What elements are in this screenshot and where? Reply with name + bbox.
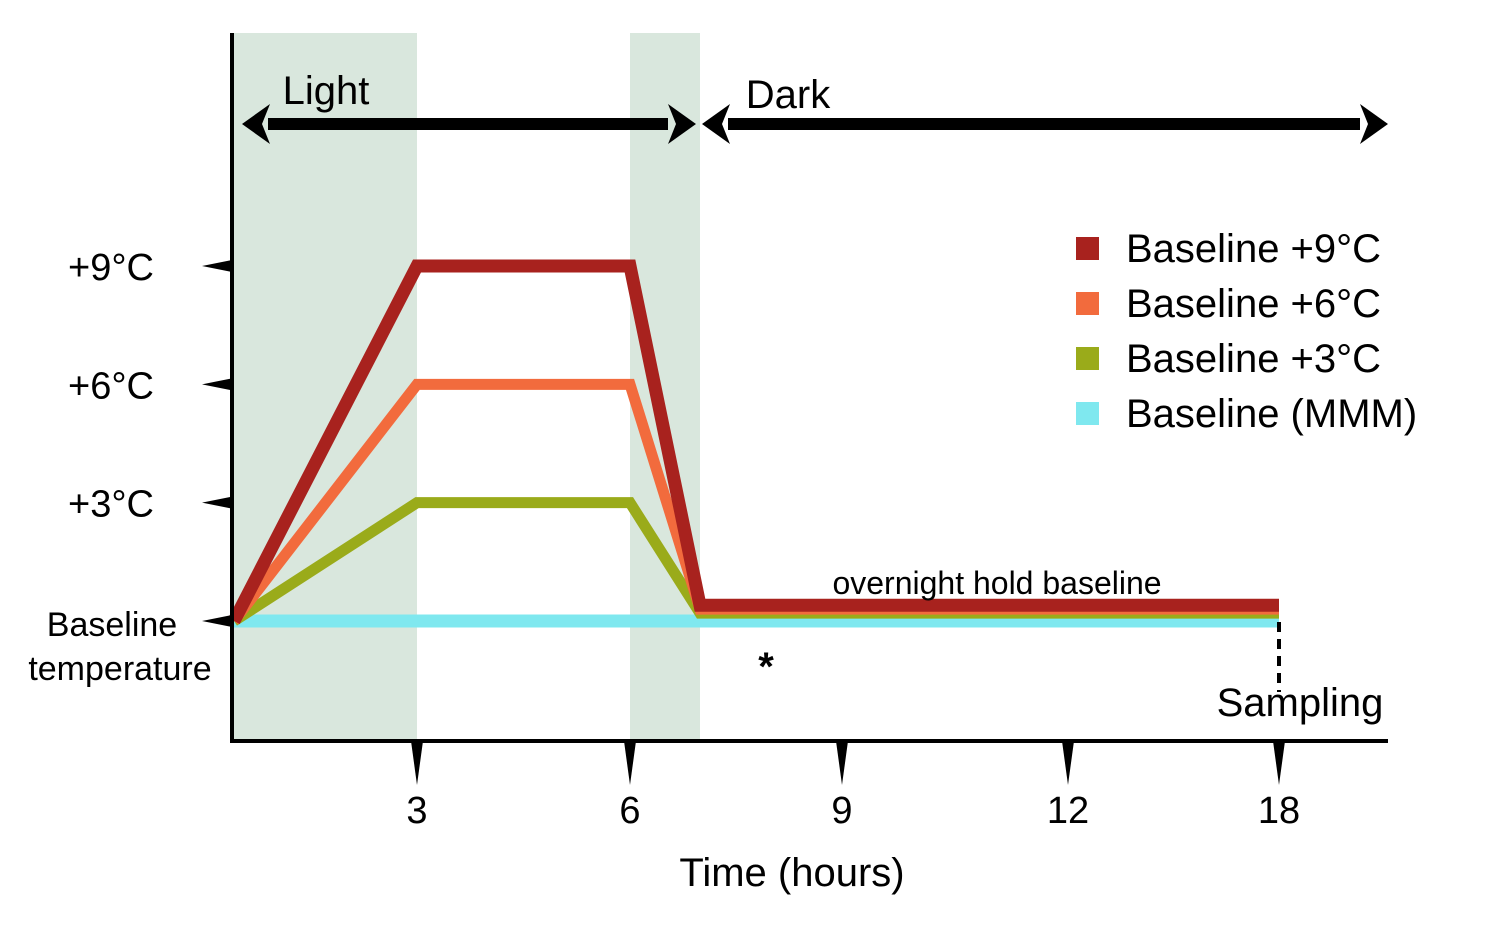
legend-swatch-4 <box>1076 402 1099 425</box>
y-tick-mark-3 <box>202 496 232 509</box>
dark-arrow <box>702 104 1388 144</box>
y-tick-mark-baseline <box>202 615 232 627</box>
x-tick-label-18: 18 <box>1258 790 1300 832</box>
y-tick-mark-1 <box>202 260 232 272</box>
x-tick-label-9: 9 <box>831 790 852 832</box>
y-tick-mark-2 <box>202 378 232 391</box>
y-tick-label-3: +3°C <box>68 484 154 526</box>
x-tick-mark-18 <box>1273 741 1285 785</box>
light-label: Light <box>283 69 370 113</box>
x-tick-mark-9 <box>836 741 848 785</box>
y-ticks: +9°C +6°C +3°C <box>68 247 232 627</box>
series-lines <box>228 259 1279 628</box>
legend-label-1: Baseline +9°C <box>1126 227 1381 271</box>
x-tick-label-6: 6 <box>619 790 640 832</box>
overnight-annotation: overnight hold baseline <box>832 565 1161 601</box>
star-annotation: * <box>758 645 774 689</box>
x-ticks: 3 6 9 12 18 <box>406 741 1300 832</box>
dark-label: Dark <box>746 73 831 117</box>
x-tick-mark-12 <box>1062 741 1074 785</box>
x-axis-title: Time (hours) <box>679 851 904 895</box>
legend-swatch-3 <box>1076 347 1099 370</box>
legend-label-2: Baseline +6°C <box>1126 282 1381 326</box>
series-line-1 <box>228 259 1279 624</box>
legend-swatch-1 <box>1076 237 1099 260</box>
shaded-band-1 <box>234 33 417 741</box>
sampling-label: Sampling <box>1217 681 1384 725</box>
y-tick-label-1: +9°C <box>68 247 154 289</box>
legend-label-3: Baseline +3°C <box>1126 337 1381 381</box>
legend: Baseline +9°C Baseline +6°C Baseline +3°C B… <box>1076 227 1417 436</box>
x-tick-label-12: 12 <box>1047 790 1089 832</box>
x-tick-label-3: 3 <box>406 790 427 832</box>
light-arrow <box>242 104 696 144</box>
baseline-label-line2: temperature <box>28 650 211 688</box>
y-tick-label-2: +6°C <box>68 365 154 407</box>
x-tick-mark-3 <box>411 741 423 785</box>
legend-swatch-2 <box>1076 292 1099 315</box>
legend-label-4: Baseline (MMM) <box>1126 392 1417 436</box>
x-tick-mark-6 <box>624 741 636 785</box>
baseline-label-line1: Baseline <box>47 606 177 644</box>
shaded-band-2 <box>630 33 700 741</box>
